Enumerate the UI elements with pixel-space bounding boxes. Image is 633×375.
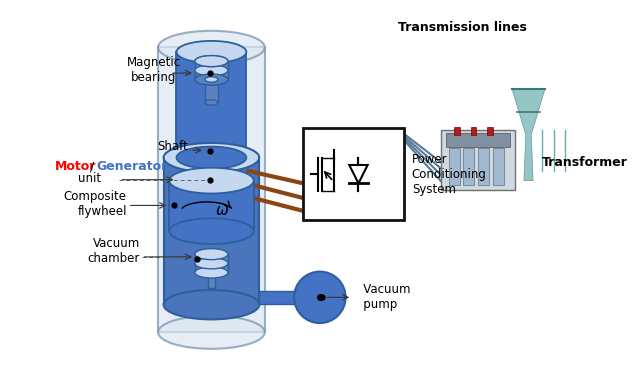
Text: Motor: Motor: [55, 160, 96, 173]
Bar: [441, 130, 515, 190]
Polygon shape: [512, 89, 545, 181]
Ellipse shape: [195, 56, 228, 67]
Bar: [478, 148, 489, 185]
Text: Transformer: Transformer: [542, 156, 628, 169]
Ellipse shape: [163, 143, 259, 172]
Ellipse shape: [169, 168, 254, 194]
Ellipse shape: [195, 56, 228, 67]
Bar: [446, 133, 510, 147]
Bar: [492, 148, 504, 185]
Bar: [208, 61, 215, 64]
Bar: [487, 127, 492, 135]
Polygon shape: [349, 165, 368, 183]
Ellipse shape: [195, 74, 228, 85]
Bar: [208, 61, 215, 78]
Ellipse shape: [195, 74, 228, 85]
Bar: [205, 80, 218, 102]
Ellipse shape: [158, 316, 265, 349]
Text: /: /: [90, 160, 94, 173]
Bar: [303, 128, 404, 220]
Text: Shaft: Shaft: [158, 140, 189, 153]
Text: unit: unit: [78, 172, 101, 185]
Bar: [208, 273, 215, 288]
Ellipse shape: [177, 41, 246, 63]
Ellipse shape: [205, 100, 218, 105]
Bar: [158, 47, 265, 332]
Bar: [259, 291, 294, 304]
Bar: [195, 61, 228, 80]
Bar: [463, 148, 474, 185]
Circle shape: [294, 272, 346, 323]
Text: Transmission lines: Transmission lines: [398, 21, 527, 34]
Bar: [470, 127, 476, 135]
Text: Power
Conditioning
System: Power Conditioning System: [412, 153, 487, 196]
Text: Generator: Generator: [96, 160, 168, 173]
Bar: [163, 158, 259, 305]
Bar: [449, 148, 460, 185]
Bar: [195, 254, 228, 273]
Text: $\omega$: $\omega$: [215, 204, 230, 219]
Ellipse shape: [195, 65, 228, 76]
Text: Composite
flywheel: Composite flywheel: [64, 190, 127, 217]
Ellipse shape: [195, 267, 228, 278]
Text: Vacuum
   pump: Vacuum pump: [352, 284, 411, 311]
Ellipse shape: [205, 77, 218, 82]
Text: Vacuum
chamber: Vacuum chamber: [87, 237, 140, 266]
Ellipse shape: [195, 249, 228, 259]
Bar: [454, 127, 460, 135]
Ellipse shape: [177, 147, 246, 169]
Ellipse shape: [169, 218, 254, 244]
Ellipse shape: [163, 290, 259, 320]
Text: Magnetic
bearing: Magnetic bearing: [127, 56, 180, 84]
Ellipse shape: [158, 31, 265, 64]
Bar: [177, 52, 246, 158]
Bar: [169, 181, 254, 231]
Ellipse shape: [195, 258, 228, 269]
